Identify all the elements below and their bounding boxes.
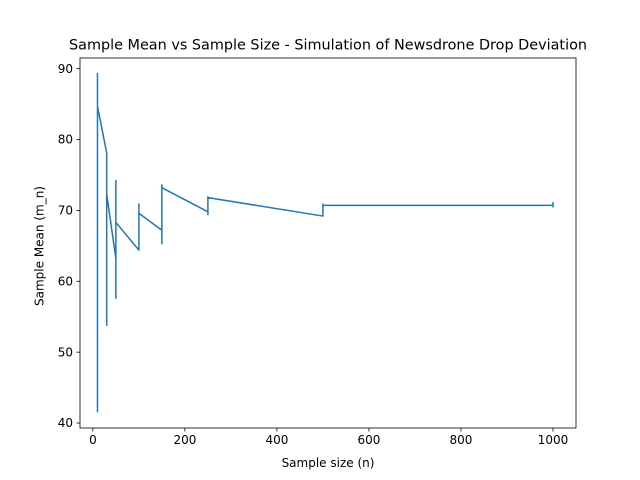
plot-layer (96, 72, 554, 413)
x-tick-label: 1000 (538, 433, 569, 447)
y-tick-label: 40 (58, 416, 73, 430)
y-tick-label: 80 (58, 133, 73, 147)
x-axis-label: Sample size (n) (282, 456, 375, 470)
y-axis-label: Sample Mean (m_n) (33, 186, 47, 306)
x-tick-label: 0 (89, 433, 97, 447)
axes-frame (79, 57, 577, 429)
chart-title: Sample Mean vs Sample Size - Simulation … (69, 38, 587, 54)
y-tick-label: 50 (58, 345, 73, 359)
series-line-0 (96, 72, 554, 413)
x-tick-label: 200 (173, 433, 196, 447)
x-tick-label: 800 (450, 433, 473, 447)
y-tick-label: 90 (58, 62, 73, 76)
axes-layer: 0 200 400 600 800 1000 40 50 60 70 80 90 (58, 57, 577, 447)
y-tick-label: 60 (58, 274, 73, 288)
y-tick-label: 70 (58, 204, 73, 218)
x-tick-label: 600 (357, 433, 380, 447)
x-tick-label: 400 (265, 433, 288, 447)
